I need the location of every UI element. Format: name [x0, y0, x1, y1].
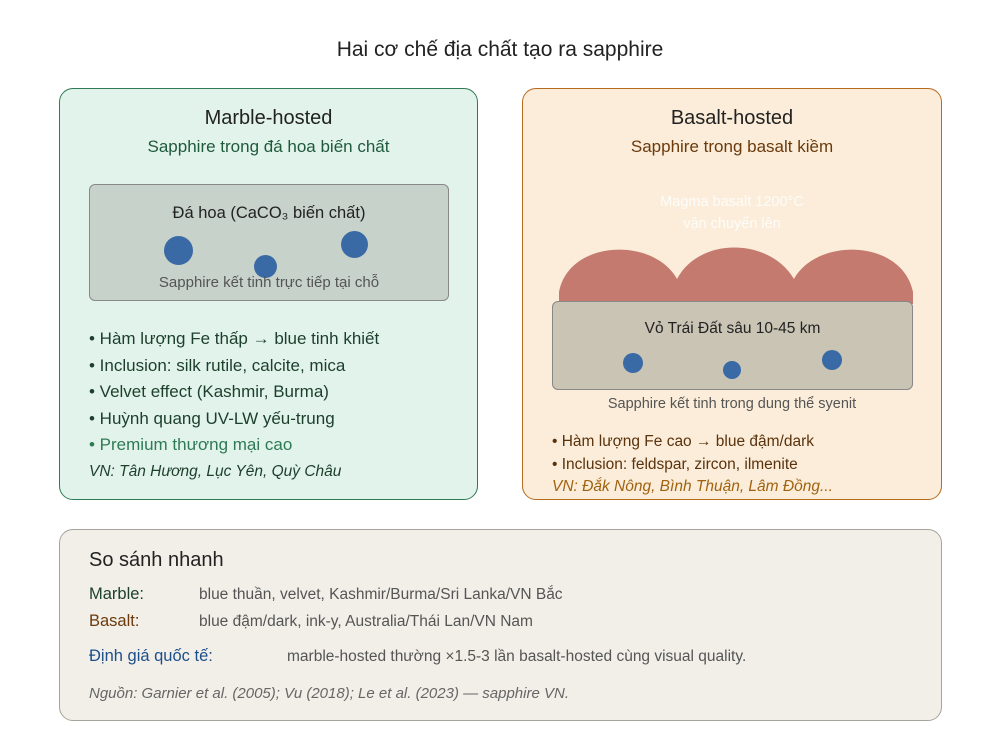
sapphire-gem-3 — [341, 231, 368, 258]
comparison-key-price: Định giá quốc tế: — [89, 647, 213, 665]
comparison-title: So sánh nhanh — [89, 549, 224, 571]
marble-bullet: • Hàm lượng Fe thấp → blue tinh khiết — [89, 329, 380, 348]
marble-title: Marble-hosted — [204, 107, 333, 129]
basalt-bullet: • Inclusion: feldspar, zircon, ilmenite — [552, 455, 798, 473]
magma-plume — [559, 247, 913, 304]
sapphire-gem-1 — [623, 353, 643, 373]
marble-subtitle: Sapphire trong đá hoa biến chất — [147, 137, 390, 156]
marble-bullet: • Velvet effect (Kashmir, Burma) — [89, 382, 329, 401]
basalt-gem-caption: Sapphire kết tinh trong dung thể syenit — [607, 396, 857, 412]
sapphire-gem-3 — [822, 350, 842, 370]
sapphire-gem-2 — [723, 361, 741, 379]
comparison-panel: So sánh nhanh Marble: blue thuần, velvet… — [59, 529, 942, 721]
marble-gem-caption: Sapphire kết tinh trực tiếp tại chỗ — [158, 274, 380, 291]
marble-panel: Marble-hosted Sapphire trong đá hoa biến… — [59, 88, 478, 500]
marble-locations: VN: Tân Hương, Lục Yên, Quỳ Châu — [89, 462, 342, 480]
basalt-bullet: • Hàm lượng Fe cao → blue đậm/dark — [552, 433, 815, 450]
comparison-value-basalt: blue đậm/dark, ink-y, Australia/Thái Lan… — [199, 613, 533, 630]
sapphire-gem-1 — [164, 236, 193, 265]
basalt-rock-label: Vỏ Trái Đất sâu 10-45 km — [644, 320, 821, 337]
sapphire-gem-2 — [254, 255, 277, 278]
marble-bullet: • Huỳnh quang UV-LW yếu-trung — [89, 408, 335, 428]
basalt-subtitle: Sapphire trong basalt kiềm — [630, 137, 834, 156]
diagram-title: Hai cơ chế địa chất tạo ra sapphire — [336, 38, 664, 61]
comparison-key-basalt: Basalt: — [89, 612, 140, 630]
marble-bullet: • Premium thương mại cao — [89, 435, 293, 454]
marble-bullet-list: • Hàm lượng Fe thấp → blue tinh khiết • … — [89, 326, 379, 485]
basalt-panel: Basalt-hosted Sapphire trong basalt kiềm… — [522, 88, 942, 500]
comparison-key-marble: Marble: — [89, 585, 145, 603]
basalt-title: Basalt-hosted — [670, 107, 794, 129]
comparison-value-price: marble-hosted thường ×1.5-3 lần basalt-h… — [287, 648, 747, 665]
basalt-locations: VN: Đắk Nông, Bình Thuận, Lâm Đồng... — [552, 478, 833, 495]
basalt-bullet-list: • Hàm lượng Fe cao → blue đậm/dark • Inc… — [552, 431, 833, 499]
source-citation: Nguồn: Garnier et al. (2005); Vu (2018);… — [89, 685, 569, 702]
marble-rock-label: Đá hoa (CaCO₃ biến chất) — [172, 204, 366, 222]
basalt-rock-box: Vỏ Trái Đất sâu 10-45 km — [552, 301, 913, 390]
magma-label-2: vận chuyển lên — [683, 216, 781, 232]
marble-rock-box: Đá hoa (CaCO₃ biến chất) Sapphire kết ti… — [89, 184, 449, 301]
magma-label-1: Magma basalt 1200°C — [660, 194, 804, 210]
comparison-value-marble: blue thuần, velvet, Kashmir/Burma/Sri La… — [199, 586, 563, 603]
marble-bullet: • Inclusion: silk rutile, calcite, mica — [89, 355, 346, 375]
